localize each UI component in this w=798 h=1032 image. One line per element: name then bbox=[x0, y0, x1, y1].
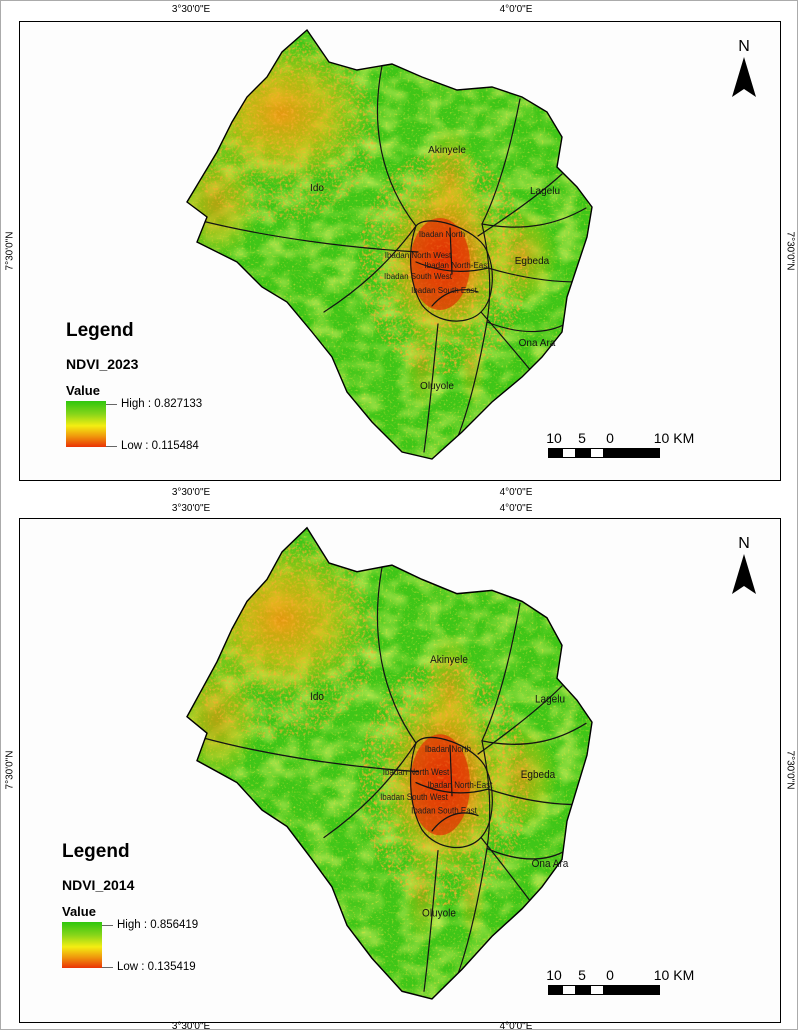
north-label: N bbox=[738, 38, 750, 55]
region-label: Ibadan South East bbox=[411, 286, 478, 295]
region-label: Akinyele bbox=[430, 653, 468, 666]
region-label: Oluyole bbox=[420, 381, 454, 392]
region-label: Lagelu bbox=[535, 693, 565, 706]
lon-label-top-east-1: 4°0'0"E bbox=[499, 4, 533, 15]
legend-tick bbox=[102, 924, 113, 926]
scale-segment bbox=[548, 448, 562, 458]
region-label: Ibadan North West bbox=[385, 251, 452, 260]
lon-label-bottom-east-2: 4°0'0"E bbox=[499, 1021, 533, 1032]
scale-segment bbox=[576, 448, 590, 458]
region-label: Oluyole bbox=[422, 907, 456, 920]
region-label: Ibadan North-East bbox=[425, 261, 491, 270]
scale-number: 10 KM bbox=[653, 430, 695, 446]
scale-number: 5 bbox=[578, 430, 586, 446]
map-frame-ndvi-2014: Akinyele Ido Lagelu Egbeda Ona Ara Oluyo… bbox=[19, 518, 781, 1023]
north-label: N bbox=[738, 535, 750, 552]
legend-tick bbox=[102, 966, 113, 968]
legend-field-name: Value bbox=[62, 904, 96, 919]
region-labels-2023: Akinyele Ido Lagelu Egbeda Ona Ara Oluyo… bbox=[310, 145, 560, 392]
region-label: Ido bbox=[310, 183, 324, 194]
ndvi-color-ramp bbox=[66, 401, 106, 447]
north-arrow-icon bbox=[732, 57, 756, 97]
lon-label-bottom-east-1: 4°0'0"E bbox=[499, 487, 533, 498]
scale-number: 10 KM bbox=[653, 967, 695, 983]
region-label: Ido bbox=[310, 691, 324, 704]
region-label: Ona Ara bbox=[532, 858, 569, 871]
legend: Legend NDVI_2023 Value High : 0.827133 L… bbox=[66, 320, 202, 452]
legend-layer-name: NDVI_2023 bbox=[66, 356, 139, 372]
lat-label-left-2: 7°30'0"N bbox=[4, 750, 16, 790]
scale-number: 0 bbox=[606, 967, 614, 983]
scale-segment bbox=[604, 985, 660, 995]
map-frame-ndvi-2023: Akinyele Ido Lagelu Egbeda Ona Ara Oluyo… bbox=[19, 21, 781, 481]
legend-high-row: High : 0.827133 bbox=[106, 398, 202, 410]
lon-label-bottom-west-2: 3°30'0"E bbox=[171, 1021, 211, 1032]
legend-field-name: Value bbox=[66, 383, 100, 398]
ndvi-color-ramp bbox=[62, 922, 102, 968]
region-label: Ibadan North-East bbox=[428, 780, 493, 790]
scale-number: 10 bbox=[546, 430, 562, 446]
ndvi-2023-raster-map: Akinyele Ido Lagelu Egbeda Ona Ara Oluyo… bbox=[20, 22, 780, 480]
legend-low-value: Low : 0.115484 bbox=[121, 440, 199, 452]
scale-bar-segments bbox=[548, 985, 718, 995]
region-label: Ibadan North bbox=[425, 743, 472, 753]
legend-low-row: Low : 0.115484 bbox=[106, 440, 202, 452]
ndvi-2014-raster-map: Akinyele Ido Lagelu Egbeda Ona Ara Oluyo… bbox=[20, 519, 780, 1022]
legend-tick bbox=[106, 403, 117, 405]
city-labels-2023: Ibadan North Ibadan North West Ibadan No… bbox=[384, 230, 490, 295]
scale-bar-segments bbox=[548, 448, 718, 458]
region-label: Akinyele bbox=[428, 145, 466, 156]
legend-low-row: Low : 0.135419 bbox=[102, 961, 198, 973]
legend-low-value: Low : 0.135419 bbox=[117, 961, 196, 973]
region-label: Ibadan North bbox=[419, 230, 465, 239]
north-arrow: N bbox=[732, 38, 756, 102]
scale-segment bbox=[590, 448, 604, 458]
lon-label-bottom-west-1: 3°30'0"E bbox=[171, 487, 211, 498]
lon-label-top-west-2: 3°30'0"E bbox=[171, 503, 211, 514]
lat-label-left-1: 7°30'0"N bbox=[4, 231, 16, 271]
region-labels-2014: Akinyele Ido Lagelu Egbeda Ona Ara Oluyo… bbox=[310, 653, 568, 919]
scale-bar: 10 5 0 10 KM bbox=[546, 430, 718, 458]
legend-high-value: High : 0.856419 bbox=[117, 919, 199, 931]
north-arrow-icon bbox=[732, 554, 756, 594]
scale-bar-numbers: 10 5 0 10 KM bbox=[546, 430, 718, 446]
lon-label-top-west-1: 3°30'0"E bbox=[171, 4, 211, 15]
scale-segment bbox=[562, 448, 576, 458]
lat-label-right-1: 7°30'0"N bbox=[784, 231, 796, 271]
scale-segment bbox=[576, 985, 590, 995]
legend: Legend NDVI_2014 Value High : 0.856419 L… bbox=[62, 841, 198, 973]
region-label: Egbeda bbox=[521, 769, 556, 782]
legend-high-row: High : 0.856419 bbox=[102, 919, 198, 931]
lat-label-right-2: 7°30'0"N bbox=[784, 750, 796, 790]
region-label: Ona Ara bbox=[519, 338, 556, 349]
lon-label-top-east-2: 4°0'0"E bbox=[499, 503, 533, 514]
city-labels-2014: Ibadan North Ibadan North West Ibadan No… bbox=[380, 743, 493, 815]
legend-high-value: High : 0.827133 bbox=[121, 398, 203, 410]
scale-segment bbox=[562, 985, 576, 995]
legend-title: Legend bbox=[62, 841, 130, 862]
region-label: Ibadan South East bbox=[411, 805, 477, 815]
region-label: Lagelu bbox=[530, 186, 560, 197]
scale-bar: 10 5 0 10 KM bbox=[546, 967, 718, 995]
legend-layer-name: NDVI_2014 bbox=[62, 877, 135, 893]
scale-number: 5 bbox=[578, 967, 586, 983]
scale-segment bbox=[590, 985, 604, 995]
region-label: Ibadan South West bbox=[384, 272, 453, 281]
legend-title: Legend bbox=[66, 320, 134, 341]
scale-number: 10 bbox=[546, 967, 562, 983]
region-label: Ibadan North West bbox=[383, 767, 450, 777]
scale-segment bbox=[604, 448, 660, 458]
scale-number: 0 bbox=[606, 430, 614, 446]
legend-tick bbox=[106, 445, 117, 447]
north-arrow: N bbox=[732, 535, 756, 599]
scale-segment bbox=[548, 985, 562, 995]
region-label: Egbeda bbox=[515, 256, 550, 267]
scale-bar-numbers: 10 5 0 10 KM bbox=[546, 967, 718, 983]
region-label: Ibadan South West bbox=[380, 792, 448, 802]
